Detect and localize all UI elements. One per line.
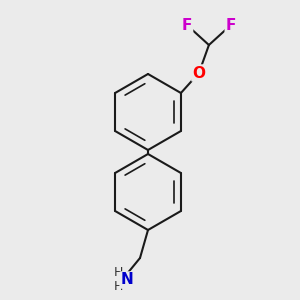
Text: F: F [226,17,236,32]
Text: F: F [182,17,192,32]
Text: H: H [113,266,123,280]
Text: N: N [121,272,134,287]
Text: H: H [113,280,123,293]
Text: O: O [192,65,206,80]
